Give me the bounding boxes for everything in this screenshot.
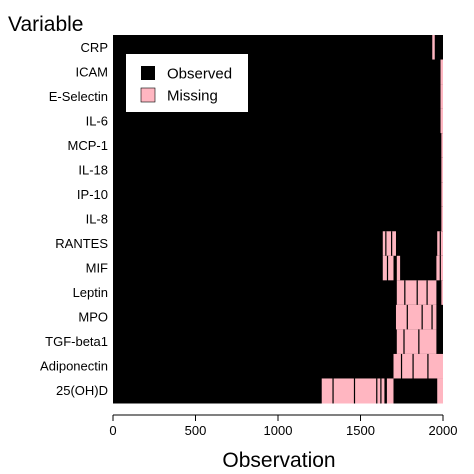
missing-segment-7-0 [441, 206, 443, 232]
variable-label-5: IL-18 [78, 162, 108, 177]
observed-mark-14-0 [332, 378, 334, 404]
observed-mark-14-1 [353, 378, 356, 404]
observed-mark-8-2 [439, 231, 441, 257]
missing-segment-1-0 [440, 59, 443, 85]
legend-swatch-0 [141, 66, 155, 80]
missing-segment-5-0 [441, 157, 443, 183]
variable-label-13: Adiponectin [40, 359, 108, 374]
missing-segment-0-0 [432, 35, 435, 61]
legend: Observed Missing [126, 54, 248, 112]
missing-segment-3-0 [440, 108, 443, 134]
observed-mark-12-1 [418, 329, 420, 355]
variable-label-11: MPO [78, 310, 108, 325]
variable-label-3: IL-6 [86, 113, 108, 128]
observed-mark-13-2 [427, 353, 429, 379]
chart-title: Variable [8, 13, 84, 36]
plot-area [113, 35, 443, 404]
row-observed-13 [113, 353, 443, 379]
row-observed-11 [113, 304, 443, 330]
missing-segment-10-0 [396, 280, 437, 306]
variable-label-10: Leptin [73, 285, 108, 300]
legend-label-1: Missing [167, 88, 218, 105]
observed-mark-9-1 [439, 255, 441, 281]
row-observed-7 [113, 206, 443, 232]
legend-box [126, 54, 248, 112]
missing-segment-14-1 [386, 378, 394, 404]
observed-mark-13-1 [412, 353, 414, 379]
observed-mark-11-0 [406, 304, 408, 330]
variable-label-7: IL-8 [86, 212, 108, 227]
observed-mark-14-2 [376, 378, 378, 404]
missing-segment-12-0 [396, 329, 437, 355]
legend-label-0: Observed [167, 66, 232, 83]
observed-mark-10-1 [416, 280, 418, 306]
x-axis-title: Observation [222, 449, 335, 472]
x-tick-label-0: 0 [109, 423, 116, 438]
row-observed-12 [113, 329, 443, 355]
missing-segment-14-2 [437, 378, 443, 404]
row-observed-4 [113, 133, 443, 159]
observed-mark-11-1 [421, 304, 423, 330]
observed-mark-14-3 [380, 378, 382, 404]
observed-mark-12-0 [403, 329, 405, 355]
row-observed-3 [113, 108, 443, 134]
x-tick-label-4: 2000 [429, 423, 458, 438]
variable-label-12: TGF-beta1 [45, 334, 108, 349]
missing-segment-14-0 [321, 378, 385, 404]
variable-label-0: CRP [81, 40, 108, 55]
variable-label-4: MCP-1 [68, 138, 108, 153]
missing-segment-4-0 [441, 133, 443, 159]
observed-mark-11-2 [431, 304, 433, 330]
variable-label-1: ICAM [76, 64, 109, 79]
missing-segment-8-0 [382, 231, 396, 257]
missing-segment-2-0 [440, 84, 443, 110]
variable-label-6: IP-10 [77, 187, 108, 202]
observed-mark-8-1 [391, 231, 393, 257]
variable-label-8: RANTES [55, 236, 108, 251]
row-observed-5 [113, 157, 443, 183]
missing-segment-11-0 [395, 304, 437, 330]
row-observed-10 [113, 280, 443, 306]
missing-segment-9-1 [396, 255, 401, 281]
variable-labels: CRP ICAM E-Selectin IL-6 MCP-1 IL-18 IP-10 IL-8… [40, 40, 108, 398]
variable-label-9: MIF [86, 261, 108, 276]
missing-segment-9-0 [382, 255, 394, 281]
observed-mark-8-0 [385, 231, 387, 257]
observed-mark-10-0 [404, 280, 406, 306]
x-tick-label-1: 500 [185, 423, 207, 438]
row-observed-6 [113, 182, 443, 208]
x-tick-label-3: 1500 [346, 423, 375, 438]
missing-segment-10-1 [441, 280, 443, 306]
missing-segment-6-0 [441, 182, 443, 208]
observed-mark-10-2 [426, 280, 428, 306]
x-axis: 0 500 1000 1500 2000 [109, 414, 458, 438]
variable-label-14: 25(OH)D [56, 383, 108, 398]
observed-mark-13-0 [400, 353, 403, 379]
observed-mark-9-0 [386, 255, 389, 281]
x-tick-label-2: 1000 [264, 423, 293, 438]
legend-swatch-1 [140, 87, 156, 103]
variable-label-2: E-Selectin [49, 89, 108, 104]
